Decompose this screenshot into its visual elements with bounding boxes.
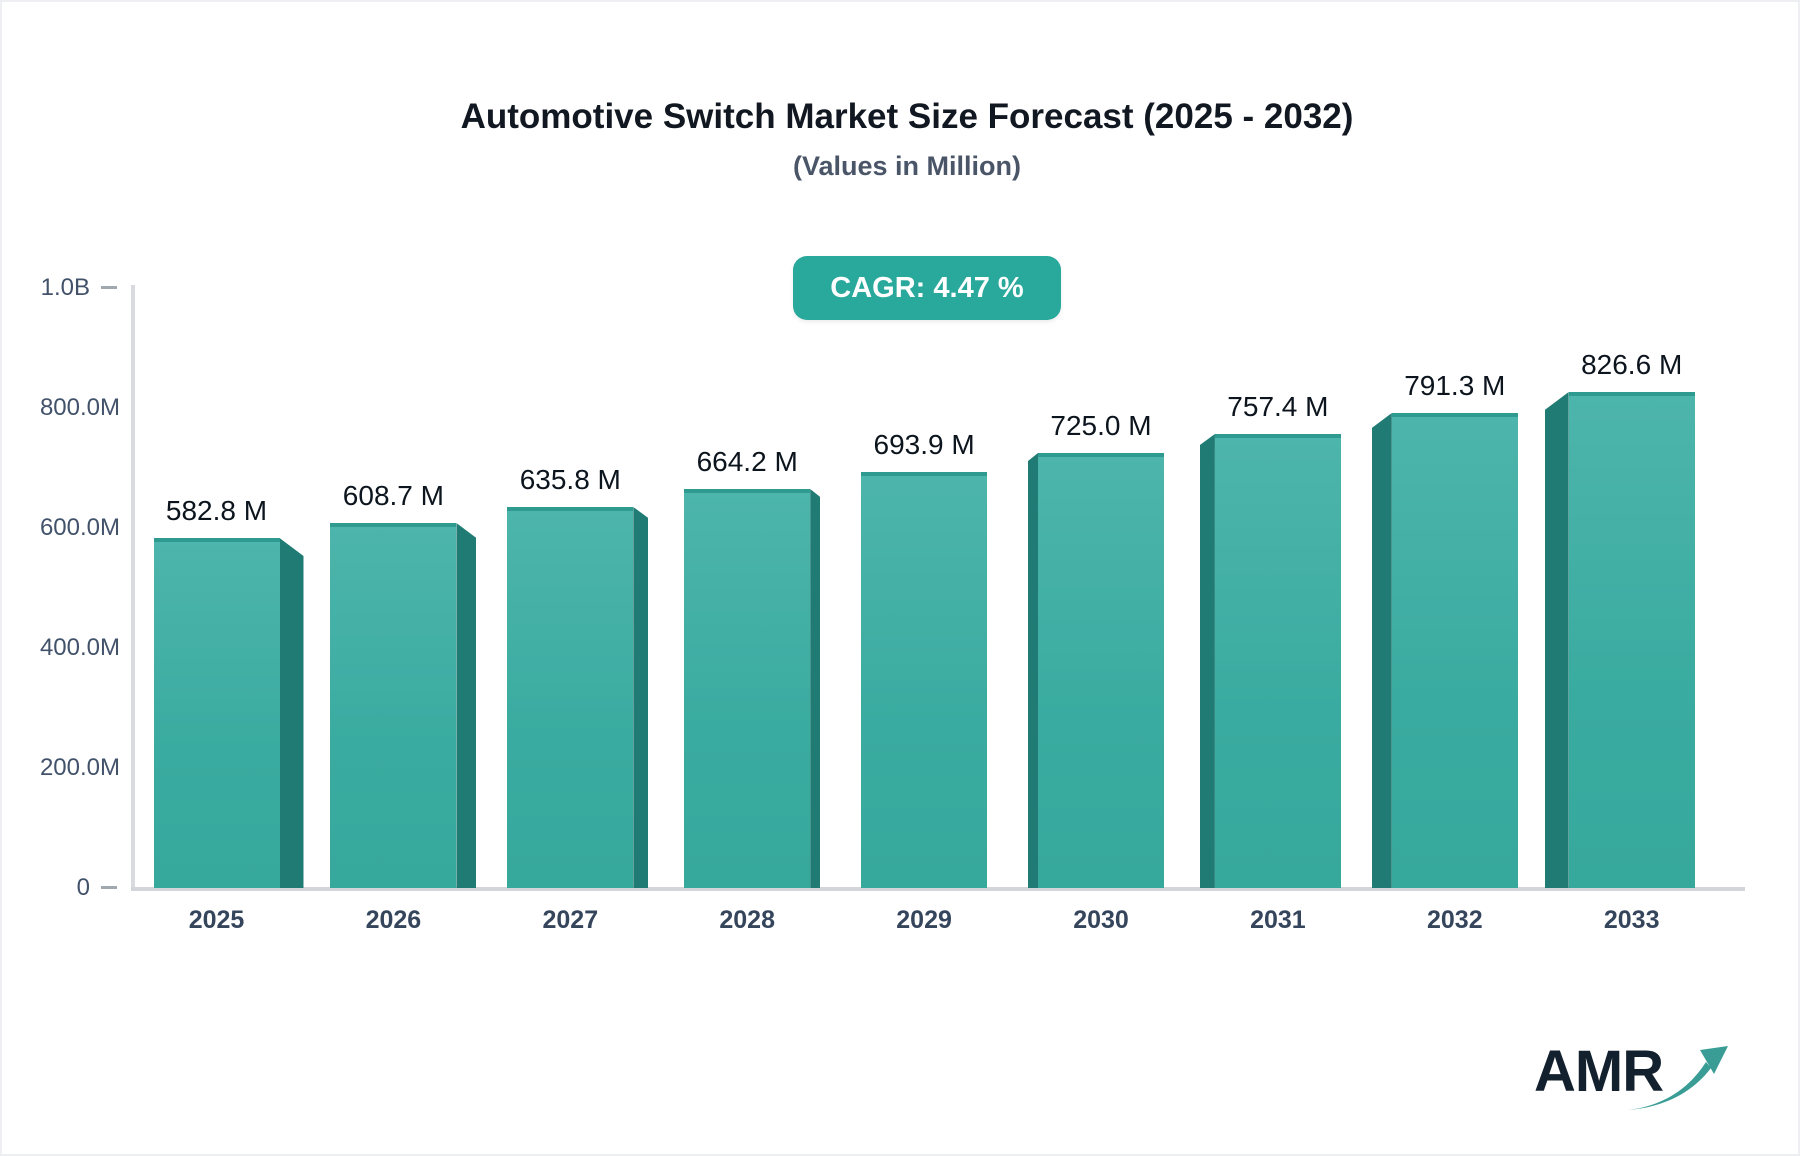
- bar-value-label: 725.0 M: [1050, 410, 1152, 441]
- y-tick-label: 200.0M: [39, 754, 120, 781]
- x-tick-label-2031: 2031: [1250, 906, 1306, 934]
- x-tick-label-2028: 2028: [719, 906, 775, 934]
- y-tick-label: 400.0M: [39, 634, 120, 661]
- bar-value-label: 757.4 M: [1227, 391, 1329, 422]
- bar-value-label: 608.7 M: [342, 480, 444, 511]
- x-tick-label-2030: 2030: [1073, 906, 1129, 934]
- bar-2029: [861, 472, 988, 888]
- bar-2033: [1568, 392, 1695, 888]
- chart-subtitle: (Values in Million): [792, 151, 1022, 181]
- y-tick-label: 600.0M: [39, 514, 120, 541]
- bar-value-label: 635.8 M: [519, 464, 621, 495]
- x-tick-label-2032: 2032: [1426, 906, 1483, 934]
- bar-2025: [153, 538, 280, 888]
- x-axis-line: [131, 887, 1745, 891]
- bar-side-2025: [279, 538, 304, 888]
- x-tick-label-2026: 2026: [365, 906, 422, 934]
- x-tick-label-2027: 2027: [542, 906, 599, 934]
- bar-value-label: 582.8 M: [165, 495, 268, 526]
- bar-2032: [1391, 413, 1518, 888]
- bar-2028: [684, 489, 811, 888]
- y-tick-dash: [101, 286, 117, 289]
- bar-2031: [1214, 434, 1341, 888]
- bar-side-2031: [1199, 434, 1215, 888]
- bar-side-2027: [633, 507, 649, 888]
- x-tick-label-2033: 2033: [1603, 906, 1660, 934]
- cagr-badge: CAGR: 4.47 %: [793, 256, 1061, 320]
- y-tick-label: 1.0B: [40, 274, 90, 301]
- bar-2030: [1038, 453, 1164, 888]
- bar-2027: [507, 507, 634, 888]
- x-tick-label-2029: 2029: [896, 906, 952, 934]
- x-tick-label-2025: 2025: [188, 906, 245, 934]
- bar-value-label: 826.6 M: [1581, 349, 1683, 380]
- logo-text: AMR: [1534, 1039, 1664, 1104]
- bar-side-2032: [1371, 413, 1392, 888]
- bar-2026: [330, 523, 457, 888]
- bar-side-2030: [1028, 453, 1038, 888]
- bar-side-2033: [1544, 392, 1569, 888]
- y-tick-label: 0: [76, 874, 90, 901]
- y-tick-label: 800.0M: [39, 394, 120, 421]
- bar-value-label: 791.3 M: [1404, 370, 1506, 401]
- y-tick-dash: [101, 886, 117, 889]
- bar-value-label: 664.2 M: [696, 446, 798, 477]
- chart-title: Automotive Switch Market Size Forecast (…: [460, 97, 1354, 136]
- bar-side-2028: [810, 489, 821, 888]
- bar-value-label: 693.9 M: [873, 429, 975, 460]
- bar-side-2026: [456, 523, 477, 888]
- y-axis-line: [131, 285, 135, 888]
- amr-logo: AMR: [1522, 1032, 1742, 1122]
- growth-arrow-icon: [1628, 1046, 1728, 1110]
